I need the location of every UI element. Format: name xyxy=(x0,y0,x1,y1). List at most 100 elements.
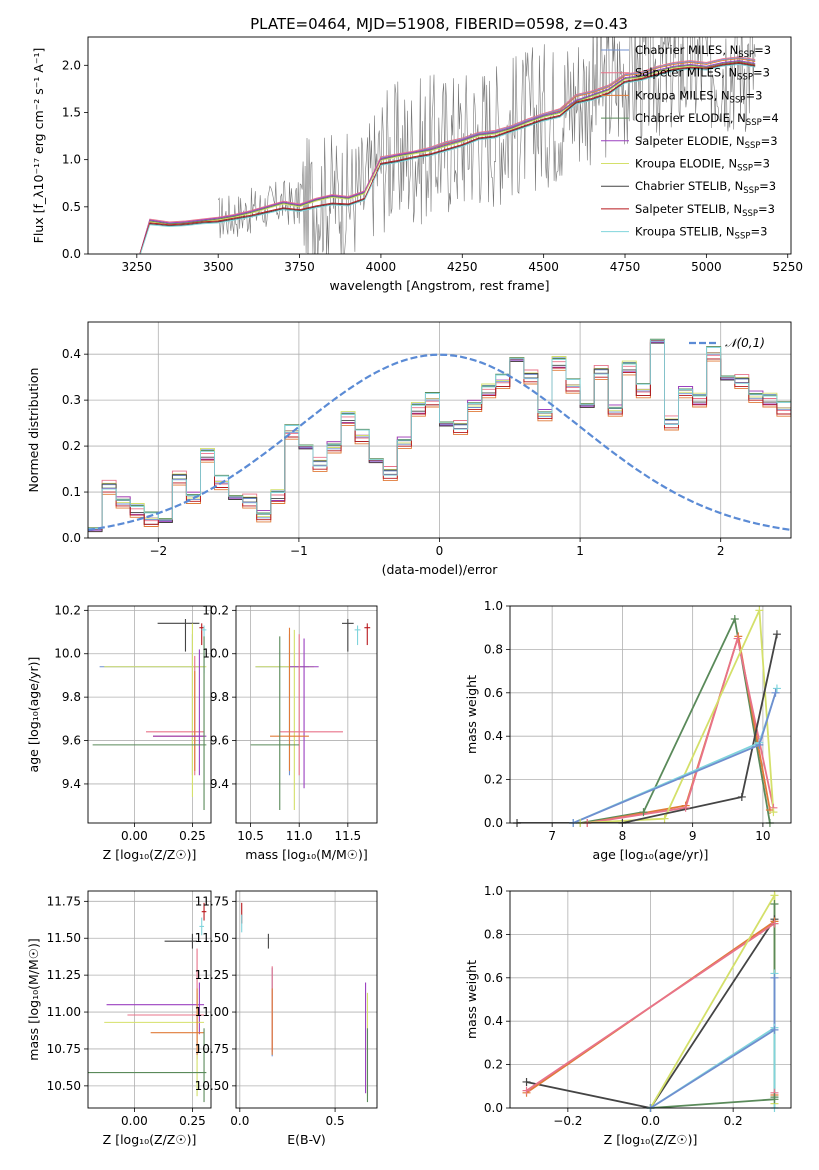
weight-marker xyxy=(772,630,781,639)
x-tick-label: 5250 xyxy=(772,260,803,274)
weight-marker xyxy=(770,891,779,900)
legend-label: Salpeter STELIB, NSSP=3 xyxy=(635,202,775,219)
weight-line-4 xyxy=(649,891,776,1108)
weight-line-6 xyxy=(572,688,778,823)
weight-marker xyxy=(769,808,778,817)
mass-vs-ebv-panel: 0.0 0.5 10.50 10.75 11.00 11.25 11.50 11.75 E(B-… xyxy=(195,890,378,1147)
y-tick-label: 0.0 xyxy=(484,816,503,830)
weight-marker xyxy=(770,1025,779,1034)
weight-marker xyxy=(522,1086,531,1095)
weight-marker xyxy=(770,973,779,982)
residual-histogram-9 xyxy=(88,339,791,529)
x-tick-label: −2 xyxy=(149,544,167,558)
y-tick-label: 9.6 xyxy=(62,734,81,748)
x-axis-label: wavelength [Angstrom, rest frame] xyxy=(329,278,549,293)
weight-line-7 xyxy=(650,977,776,1108)
y-tick-label: 1.5 xyxy=(62,105,81,119)
weight-marker xyxy=(755,740,764,749)
y-tick-label: 1.0 xyxy=(484,884,503,898)
y-tick-label: 11.00 xyxy=(47,1005,81,1019)
y-axis-label: mass weight xyxy=(464,960,479,1039)
y-tick-label: 11.75 xyxy=(195,894,229,908)
y-tick-label: 0.4 xyxy=(484,1014,503,1028)
x-tick-label: 0.25 xyxy=(179,1114,206,1128)
y-tick-label: 0.0 xyxy=(484,1101,503,1115)
x-tick-label: 0.00 xyxy=(121,829,148,843)
y-tick-label: 9.8 xyxy=(62,690,81,704)
y-tick-label: 0.0 xyxy=(62,247,81,261)
weight-marker xyxy=(737,792,746,801)
weight-line-3 xyxy=(587,634,775,823)
spectrum-panel: 3250 3500 3750 4000 4250 4500 4750 5000 5250 0.0 0… xyxy=(31,36,803,293)
weight-vs-z-panel: −0.2 0.0 0.2 0.0 0.2 0.4 0.6 0.8 1.0 Z [log₁₀(Z/Z… xyxy=(464,884,792,1147)
weight-marker xyxy=(770,900,779,909)
legend-label: Chabrier ELODIE, NSSP=4 xyxy=(635,111,779,128)
weight-marker xyxy=(770,1093,779,1102)
legend-label: Chabrier MILES, NSSP=3 xyxy=(635,43,771,60)
model-line-elodie-2 xyxy=(139,60,756,254)
x-axis-label: Z [log₁₀(Z/Z☉)] xyxy=(103,1132,197,1147)
figure-title: PLATE=0464, MJD=51908, FIBERID=0598, z=0… xyxy=(250,15,628,33)
y-tick-label: 1.0 xyxy=(484,599,503,613)
y-tick-label: 10.50 xyxy=(195,1079,229,1093)
x-tick-label: 2 xyxy=(717,544,725,558)
y-tick-label: 2.0 xyxy=(62,58,81,72)
age-vs-z-panel: 0.00 0.25 9.4 9.6 9.8 10.0 10.2 Z [log₁₀(Z/Z☉)]… xyxy=(26,603,212,862)
residual-histogram-3 xyxy=(88,342,791,532)
x-tick-label: 10 xyxy=(755,829,770,843)
residuals-panel: −2 −1 0 1 2 0.0 0.1 0.2 0.3 0.4 (data-model)/error… xyxy=(26,321,792,577)
x-tick-label: 0.00 xyxy=(121,1114,148,1128)
y-tick-label: 10.0 xyxy=(202,647,229,661)
y-tick-label: 0.2 xyxy=(62,439,81,453)
axes-frame xyxy=(87,36,792,255)
x-tick-label: 4250 xyxy=(447,260,478,274)
legend-label: Salpeter MILES, NSSP=3 xyxy=(635,66,770,83)
plot-area xyxy=(92,619,207,810)
x-tick-label: 5000 xyxy=(691,260,722,274)
plot-area xyxy=(241,902,369,1103)
y-tick-label: 11.50 xyxy=(195,931,229,945)
mass-vs-z-panel: 0.00 0.25 10.50 10.75 11.00 11.25 11.50 11.75 Z … xyxy=(26,890,212,1147)
legend-label: Chabrier STELIB, NSSP=3 xyxy=(635,179,776,196)
observed-spectrum-line xyxy=(217,37,756,254)
x-tick-label: 7 xyxy=(548,829,556,843)
weight-marker xyxy=(730,615,739,624)
y-tick-label: 0.5 xyxy=(62,200,81,214)
y-tick-label: 0.4 xyxy=(484,729,503,743)
weight-line-1 xyxy=(580,616,771,823)
y-tick-label: 0.6 xyxy=(484,686,503,700)
y-tick-label: 11.00 xyxy=(195,1005,229,1019)
weight-vs-age-panel: 7 8 9 10 0.0 0.2 0.4 0.6 0.8 1.0 age [log₁₀(age/yr… xyxy=(464,599,792,862)
y-tick-label: 11.25 xyxy=(47,968,81,982)
weight-marker xyxy=(639,808,648,817)
weight-marker xyxy=(660,814,669,823)
axes-frame xyxy=(87,890,212,1109)
x-tick-label: 8 xyxy=(619,829,627,843)
y-tick-label: 0.6 xyxy=(484,971,503,985)
x-tick-label: 4750 xyxy=(610,260,641,274)
x-tick-label: 0.5 xyxy=(326,1114,345,1128)
plot-area xyxy=(88,338,791,533)
y-tick-label: 0.8 xyxy=(484,927,503,941)
x-tick-label: −1 xyxy=(290,544,308,558)
weight-marker xyxy=(771,688,780,697)
weight-marker xyxy=(770,919,779,928)
model-line-elodie-3 xyxy=(139,62,756,254)
x-tick-label: 0.0 xyxy=(641,1114,660,1128)
x-tick-label: 0.2 xyxy=(724,1114,743,1128)
y-tick-label: 9.4 xyxy=(210,777,229,791)
weight-marker xyxy=(733,634,742,643)
axes-frame xyxy=(509,890,792,1109)
x-tick-label: 4500 xyxy=(528,260,559,274)
weight-marker xyxy=(681,803,690,812)
weight-marker xyxy=(772,684,781,693)
y-axis-label: Flux [f_λ10⁻¹⁷ erg cm⁻² s⁻¹ A⁻¹] xyxy=(31,48,46,244)
y-tick-label: 10.75 xyxy=(195,1042,229,1056)
y-tick-label: 10.2 xyxy=(202,603,229,617)
y-tick-label: 10.50 xyxy=(47,1079,81,1093)
weight-marker xyxy=(522,1077,531,1086)
x-axis-label: Z [log₁₀(Z/Z☉)] xyxy=(604,1132,698,1147)
legend-label: 𝒩(0,1) xyxy=(725,336,765,350)
weight-marker xyxy=(734,632,743,641)
y-axis-label: mass [log₁₀(M/M☉)] xyxy=(26,938,41,1060)
